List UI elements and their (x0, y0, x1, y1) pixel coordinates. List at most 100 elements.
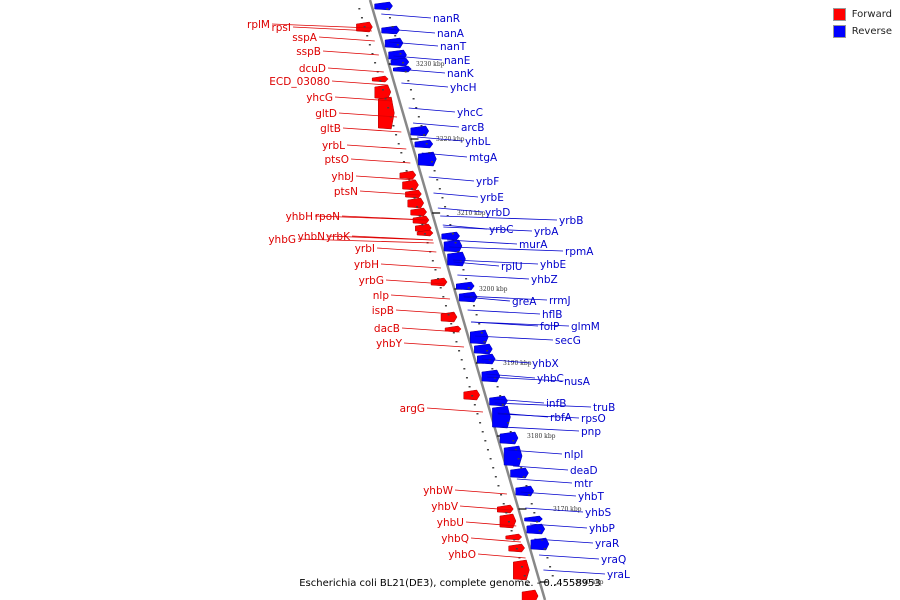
gene-label-reverse[interactable]: yrbF (476, 176, 499, 188)
gene-label-reverse[interactable]: glmM (571, 321, 600, 333)
gene-feature-forward[interactable] (405, 189, 422, 199)
gene-label-forward[interactable]: ptsO (324, 154, 349, 166)
gene-feature-reverse[interactable] (524, 515, 543, 523)
gene-feature-reverse[interactable] (470, 329, 489, 345)
gene-label-reverse[interactable]: yhbL (465, 136, 491, 148)
gene-label-reverse[interactable]: greA (512, 296, 537, 308)
gene-feature-reverse[interactable] (481, 369, 501, 383)
gene-feature-reverse[interactable] (447, 251, 466, 267)
gene-feature-forward[interactable] (371, 75, 389, 83)
gene-label-reverse[interactable]: deaD (570, 465, 598, 477)
gene-label-forward[interactable]: sspB (296, 46, 321, 58)
gene-label-reverse[interactable]: yhbX (532, 358, 559, 370)
gene-label-reverse[interactable]: rrmJ (549, 295, 571, 307)
gene-feature-reverse[interactable] (381, 25, 400, 35)
gene-label-reverse[interactable]: nanR (433, 13, 460, 25)
gene-feature-forward[interactable] (407, 197, 425, 209)
gene-feature-reverse[interactable] (530, 537, 550, 551)
gene-label-forward[interactable]: yhbY (376, 338, 403, 350)
gene-label-forward[interactable]: rplM (247, 19, 270, 31)
gene-feature-forward[interactable] (440, 311, 458, 323)
gene-label-reverse[interactable]: yhbZ (531, 274, 558, 286)
gene-feature-reverse[interactable] (510, 467, 529, 479)
gene-label-forward[interactable]: yhbJ (331, 171, 354, 183)
gene-label-forward[interactable]: yhcG (306, 92, 333, 104)
gene-feature-reverse[interactable] (456, 281, 475, 291)
gene-label-forward[interactable]: sspA (292, 32, 318, 44)
gene-feature-reverse[interactable] (474, 343, 493, 355)
gene-feature-forward[interactable] (499, 513, 517, 529)
gene-feature-reverse[interactable] (410, 125, 430, 137)
gene-label-reverse[interactable]: yhbC (537, 373, 564, 385)
gene-feature-reverse[interactable] (503, 445, 523, 467)
gene-label-reverse[interactable]: yrbD (485, 207, 510, 219)
gene-label-forward[interactable]: yhbH (286, 211, 313, 223)
gene-feature-forward[interactable] (410, 207, 427, 217)
gene-label-forward[interactable]: gltB (320, 123, 341, 135)
gene-label-reverse[interactable]: truB (593, 402, 615, 414)
gene-label-forward[interactable]: dcuD (299, 63, 326, 75)
gene-label-reverse[interactable]: nanT (440, 41, 467, 53)
gene-label-reverse[interactable]: rplU (501, 261, 523, 273)
gene-label-forward[interactable]: yhbG (268, 234, 296, 246)
gene-label-reverse[interactable]: yrbA (534, 226, 559, 238)
gene-label-forward[interactable]: yhbN (298, 231, 325, 243)
gene-feature-forward[interactable] (378, 96, 395, 130)
gene-feature-reverse[interactable] (443, 239, 463, 253)
gene-label-reverse[interactable]: yrbB (559, 215, 583, 227)
gene-label-reverse[interactable]: nanA (437, 28, 465, 40)
gene-label-forward[interactable]: rpoN (315, 211, 340, 223)
gene-feature-forward[interactable] (402, 179, 419, 191)
gene-label-reverse[interactable]: nanK (447, 68, 475, 80)
gene-label-forward[interactable]: ptsN (334, 186, 358, 198)
gene-label-reverse[interactable]: yraR (595, 538, 619, 550)
gene-feature-forward[interactable] (521, 589, 539, 600)
gene-label-forward[interactable]: yhbV (431, 501, 459, 513)
gene-label-forward[interactable]: ispB (372, 305, 394, 317)
gene-label-forward[interactable]: yrbH (354, 259, 379, 271)
gene-label-forward[interactable]: argG (400, 403, 425, 415)
gene-label-forward[interactable]: dacB (374, 323, 400, 335)
gene-label-reverse[interactable]: rpmA (565, 246, 594, 258)
gene-label-reverse[interactable]: folP (540, 321, 559, 333)
gene-feature-forward[interactable] (399, 170, 417, 180)
gene-label-reverse[interactable]: yhcC (457, 107, 483, 119)
gene-feature-reverse[interactable] (489, 395, 508, 407)
gene-label-reverse[interactable]: nusA (564, 376, 591, 388)
gene-label-forward[interactable]: yrbL (322, 140, 345, 152)
gene-feature-reverse[interactable] (499, 431, 519, 445)
gene-feature-reverse[interactable] (374, 1, 393, 11)
gene-feature-reverse[interactable] (414, 139, 434, 149)
gene-label-forward[interactable]: yhbU (437, 517, 464, 529)
gene-label-reverse[interactable]: yhbT (578, 491, 605, 503)
gene-label-reverse[interactable]: yhbP (589, 523, 615, 535)
gene-feature-reverse[interactable] (388, 49, 407, 61)
gene-label-reverse[interactable]: yrbE (480, 192, 504, 204)
gene-label-reverse[interactable]: nlpI (564, 449, 583, 461)
gene-feature-forward[interactable] (374, 84, 392, 100)
gene-feature-forward[interactable] (513, 559, 530, 581)
gene-label-reverse[interactable]: pnp (581, 426, 601, 438)
gene-feature-reverse[interactable] (526, 523, 546, 535)
gene-feature-reverse[interactable] (441, 231, 460, 241)
gene-label-reverse[interactable]: infB (546, 398, 566, 410)
gene-label-forward[interactable]: yhbO (448, 549, 476, 561)
gene-label-reverse[interactable]: mtgA (469, 152, 498, 164)
gene-label-forward[interactable]: yhbW (423, 485, 454, 497)
gene-label-reverse[interactable]: nanE (444, 55, 470, 67)
gene-label-forward[interactable]: rpsI (271, 22, 291, 34)
gene-label-reverse[interactable]: yhbE (540, 259, 566, 271)
gene-label-reverse[interactable]: yhbS (585, 507, 612, 519)
gene-label-reverse[interactable]: yraL (607, 569, 630, 581)
gene-feature-reverse[interactable] (515, 485, 535, 497)
gene-label-forward[interactable]: ECD_03080 (269, 76, 330, 88)
gene-label-reverse[interactable]: arcB (461, 122, 485, 134)
gene-label-reverse[interactable]: rpsO (581, 413, 606, 425)
gene-label-forward[interactable]: nlp (373, 290, 390, 302)
gene-label-forward[interactable]: yrbG (359, 275, 384, 287)
gene-feature-reverse[interactable] (393, 65, 412, 73)
gene-label-forward[interactable]: yrbI (355, 243, 375, 255)
gene-label-reverse[interactable]: murA (519, 239, 548, 251)
gene-feature-reverse[interactable] (390, 57, 410, 67)
gene-label-reverse[interactable]: yhcH (450, 82, 477, 94)
